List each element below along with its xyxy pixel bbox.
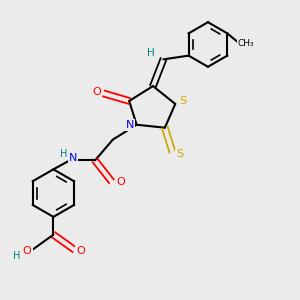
- Text: O: O: [23, 246, 32, 256]
- Text: CH₃: CH₃: [238, 38, 254, 47]
- Text: N: N: [68, 153, 77, 163]
- Text: O: O: [92, 87, 101, 97]
- Text: H: H: [14, 251, 21, 261]
- Text: S: S: [176, 149, 183, 160]
- Text: O: O: [76, 246, 85, 256]
- Text: S: S: [179, 96, 186, 106]
- Text: O: O: [116, 177, 125, 187]
- Text: N: N: [126, 120, 134, 130]
- Text: H: H: [59, 149, 67, 159]
- Text: H: H: [147, 48, 155, 58]
